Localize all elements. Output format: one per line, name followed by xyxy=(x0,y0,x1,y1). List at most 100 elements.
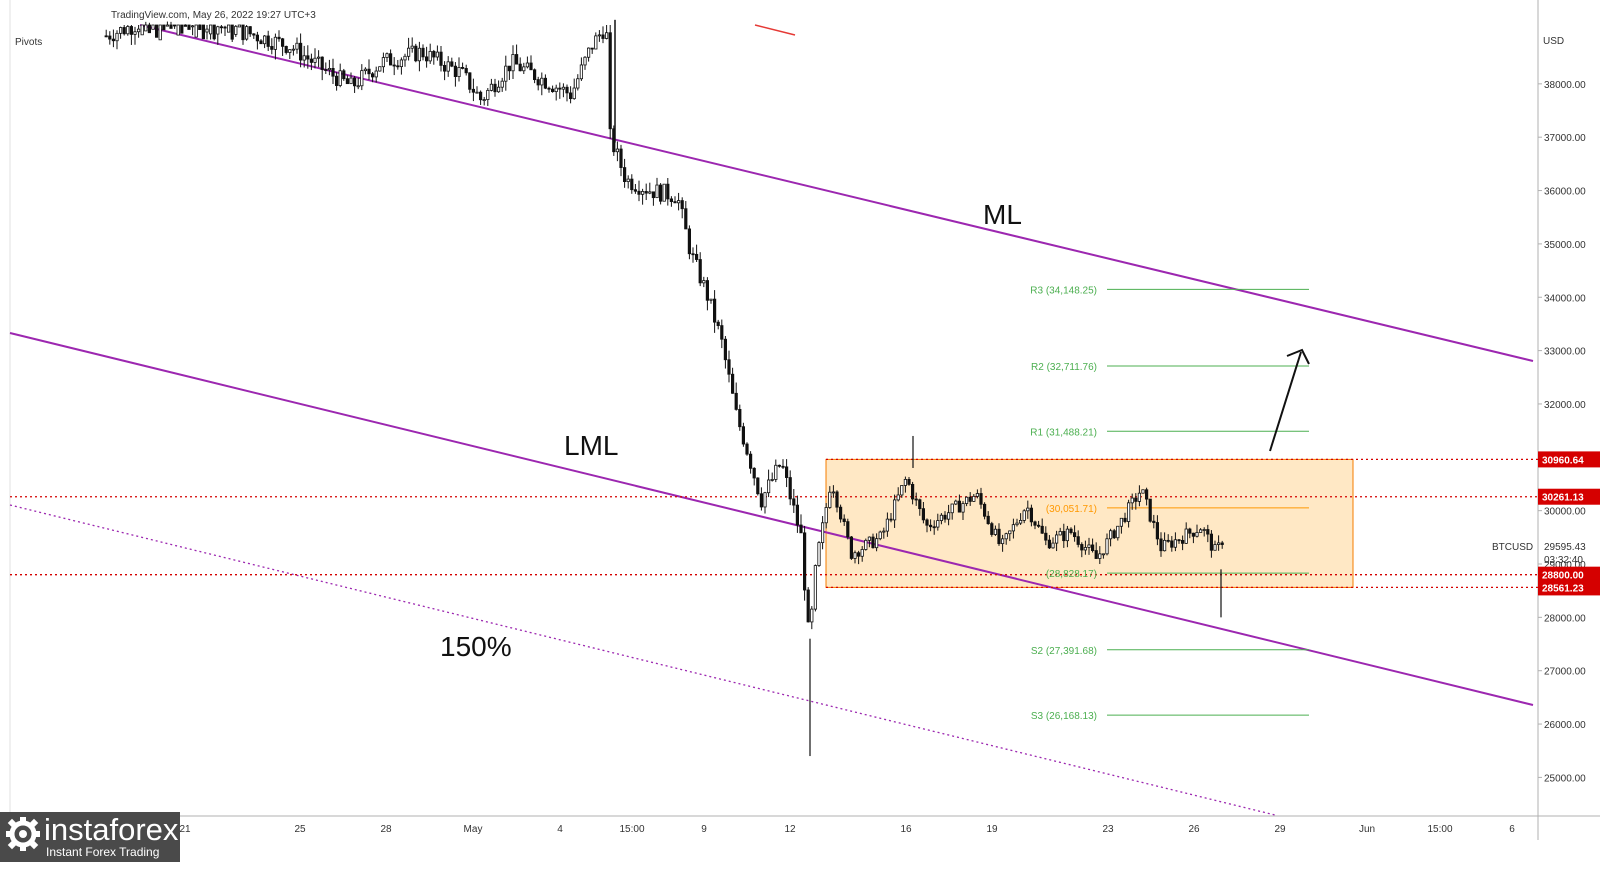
candle-bull xyxy=(540,77,544,86)
candle-bear xyxy=(147,24,151,34)
candle-bear xyxy=(1191,532,1195,537)
candle-bear xyxy=(309,58,314,63)
candle-bull xyxy=(900,485,904,496)
candle-bull xyxy=(158,24,162,41)
candle-bear xyxy=(154,24,159,38)
candle-bear xyxy=(464,68,468,74)
red-trend-segment xyxy=(754,24,796,36)
candle-bear xyxy=(392,64,396,67)
candle-bull xyxy=(648,191,652,194)
candle-bear xyxy=(630,178,634,191)
candle-bear xyxy=(543,77,548,89)
price-tag-label: 28561.23 xyxy=(1542,583,1584,594)
pivot-label: R3 (34,148.25) xyxy=(1030,285,1097,296)
x-tick-label: 16 xyxy=(900,824,912,835)
candle-bear xyxy=(1188,528,1192,534)
candle-bull xyxy=(936,520,940,528)
candle-bear xyxy=(986,515,990,525)
candle-bear xyxy=(925,519,929,526)
candle-bear xyxy=(889,518,893,521)
candle-bear xyxy=(122,27,126,35)
candle-bull xyxy=(860,549,864,557)
candle-bull xyxy=(867,536,872,541)
candle-bull xyxy=(216,26,220,35)
candle-bear xyxy=(172,24,177,27)
candle-bull xyxy=(511,54,515,72)
candle-bear xyxy=(1170,540,1174,548)
candle-bear xyxy=(183,24,187,27)
candle-bull xyxy=(115,32,119,42)
candle-bull xyxy=(165,24,169,27)
candle-bear xyxy=(345,78,350,85)
candle-bull xyxy=(626,178,630,182)
candle-bull xyxy=(486,89,490,100)
candle-bear xyxy=(723,338,728,361)
pivot-label: R1 (31,488.21) xyxy=(1030,427,1097,438)
candle-bear xyxy=(180,24,184,34)
candle-bull xyxy=(140,24,144,36)
pivot-label: (28,828.17) xyxy=(1046,569,1097,580)
candle-bear xyxy=(1145,489,1149,500)
candle-bull xyxy=(579,64,584,80)
y-tick-label: 33000.00 xyxy=(1544,347,1586,358)
candle-bull xyxy=(133,31,137,35)
candle-bear xyxy=(698,259,702,284)
candle-bull xyxy=(947,512,951,520)
candle-bear xyxy=(432,50,436,58)
candle-bear xyxy=(669,198,674,203)
candle-bull xyxy=(385,53,389,58)
candle-bull xyxy=(1058,531,1062,536)
candle-bear xyxy=(619,148,623,168)
candle-bear xyxy=(979,493,983,505)
candle-bull xyxy=(576,78,580,89)
candle-bear xyxy=(637,190,641,195)
candle-bear xyxy=(201,24,205,40)
candle-bull xyxy=(349,77,353,85)
candle-bear xyxy=(795,504,800,526)
candle-bear xyxy=(997,528,1001,545)
last-price-value: 29595.43 xyxy=(1544,542,1586,553)
candle-bear xyxy=(129,26,133,35)
candle-bear xyxy=(1080,544,1084,551)
candle-bull xyxy=(583,56,587,66)
candle-bull xyxy=(1101,553,1105,556)
x-tick-label: Jun xyxy=(1359,824,1375,835)
candle-bull xyxy=(363,68,368,72)
price-tag-bg xyxy=(1538,579,1600,596)
price-tag-bg xyxy=(1538,566,1600,583)
candle-bear xyxy=(1029,507,1033,523)
candle-bull xyxy=(767,479,771,494)
x-tick-label: 15:00 xyxy=(1427,824,1452,835)
candle-bull xyxy=(972,495,976,502)
candle-bull xyxy=(561,86,566,90)
candle-bull xyxy=(893,499,897,521)
candle-bull xyxy=(975,493,980,497)
candle-bull xyxy=(399,59,404,68)
candle-bear xyxy=(745,443,749,455)
candle-bull xyxy=(1015,522,1019,526)
candle-bear xyxy=(1073,532,1077,538)
candle-bull xyxy=(885,518,890,532)
candle-bear xyxy=(741,426,746,445)
candle-bull xyxy=(896,494,900,501)
candle-bear xyxy=(839,506,843,520)
candle-bull xyxy=(496,86,501,93)
candle-bull xyxy=(1004,533,1008,540)
y-tick-label: 32000.00 xyxy=(1544,400,1586,411)
candle-bull xyxy=(244,26,249,40)
candle-bear xyxy=(799,524,803,534)
candle-bull xyxy=(1195,532,1199,537)
candle-bear xyxy=(785,466,789,478)
candle-bear xyxy=(716,321,720,327)
y-tick-label: 29000.00 xyxy=(1544,560,1586,571)
price-tag-label: 30960.64 xyxy=(1542,455,1584,466)
candle-bear xyxy=(453,65,458,77)
candle-bear xyxy=(547,87,551,90)
candle-bull xyxy=(875,538,879,549)
candle-bull xyxy=(594,35,598,50)
candle-bull xyxy=(709,298,713,301)
y-tick-label: 34000.00 xyxy=(1544,293,1586,304)
brand-name: instaforex xyxy=(44,812,179,847)
candle-bear xyxy=(248,26,252,35)
